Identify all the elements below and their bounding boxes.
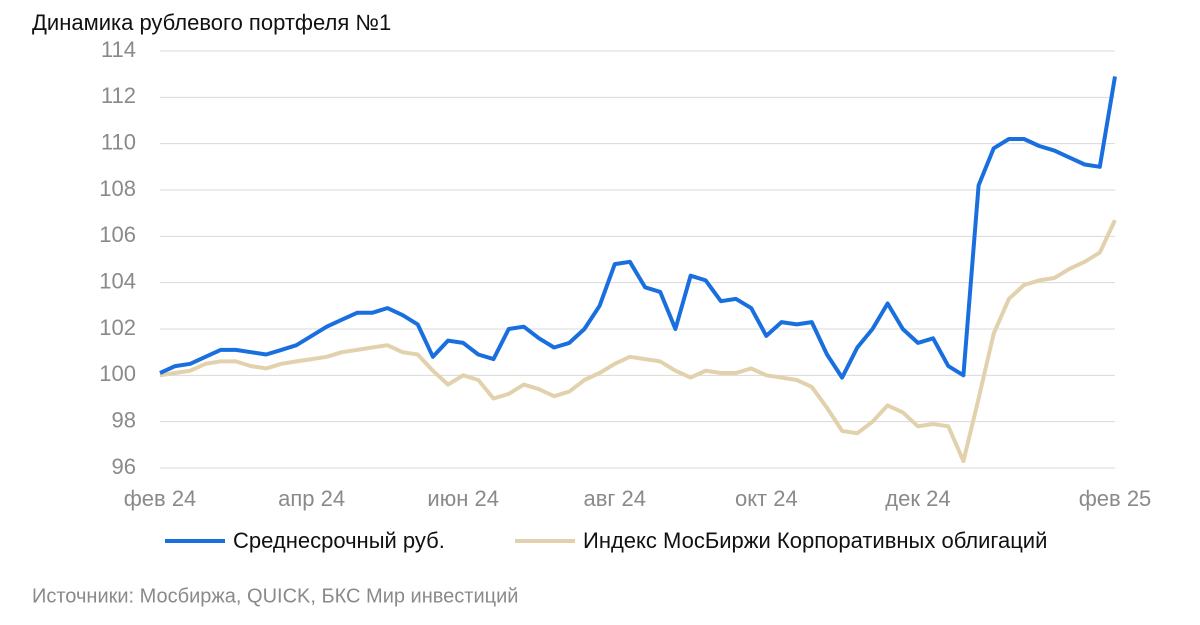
y-tick-label: 114 (101, 37, 136, 62)
source-note: Источники: Мосбиржа, QUICK, БКС Мир инве… (32, 585, 518, 607)
y-tick-label: 100 (99, 361, 136, 386)
y-tick-label: 98 (112, 407, 136, 432)
chart-title: Динамика рублевого портфеля №1 (32, 10, 391, 35)
y-tick-label: 110 (101, 129, 136, 154)
x-tick-label: фев 25 (1079, 486, 1152, 511)
x-tick-label: дек 24 (885, 486, 950, 511)
y-tick-label: 102 (99, 315, 136, 340)
x-tick-label: фев 24 (124, 486, 197, 511)
x-tick-label: авг 24 (583, 486, 646, 511)
y-tick-label: 96 (112, 454, 136, 479)
x-tick-label: июн 24 (427, 486, 499, 511)
series-line (159, 76, 1117, 380)
x-tick-label: окт 24 (735, 486, 798, 511)
y-tick-label: 104 (99, 268, 136, 293)
x-tick-label: апр 24 (278, 486, 345, 511)
y-tick-label: 106 (99, 222, 136, 247)
y-tick-label: 108 (99, 176, 136, 201)
series-line (159, 219, 1117, 464)
legend-label: Индекс МосБиржи Корпоративных облигаций (583, 528, 1047, 553)
y-tick-label: 112 (101, 83, 136, 108)
legend-label: Среднесрочный руб. (233, 528, 445, 553)
